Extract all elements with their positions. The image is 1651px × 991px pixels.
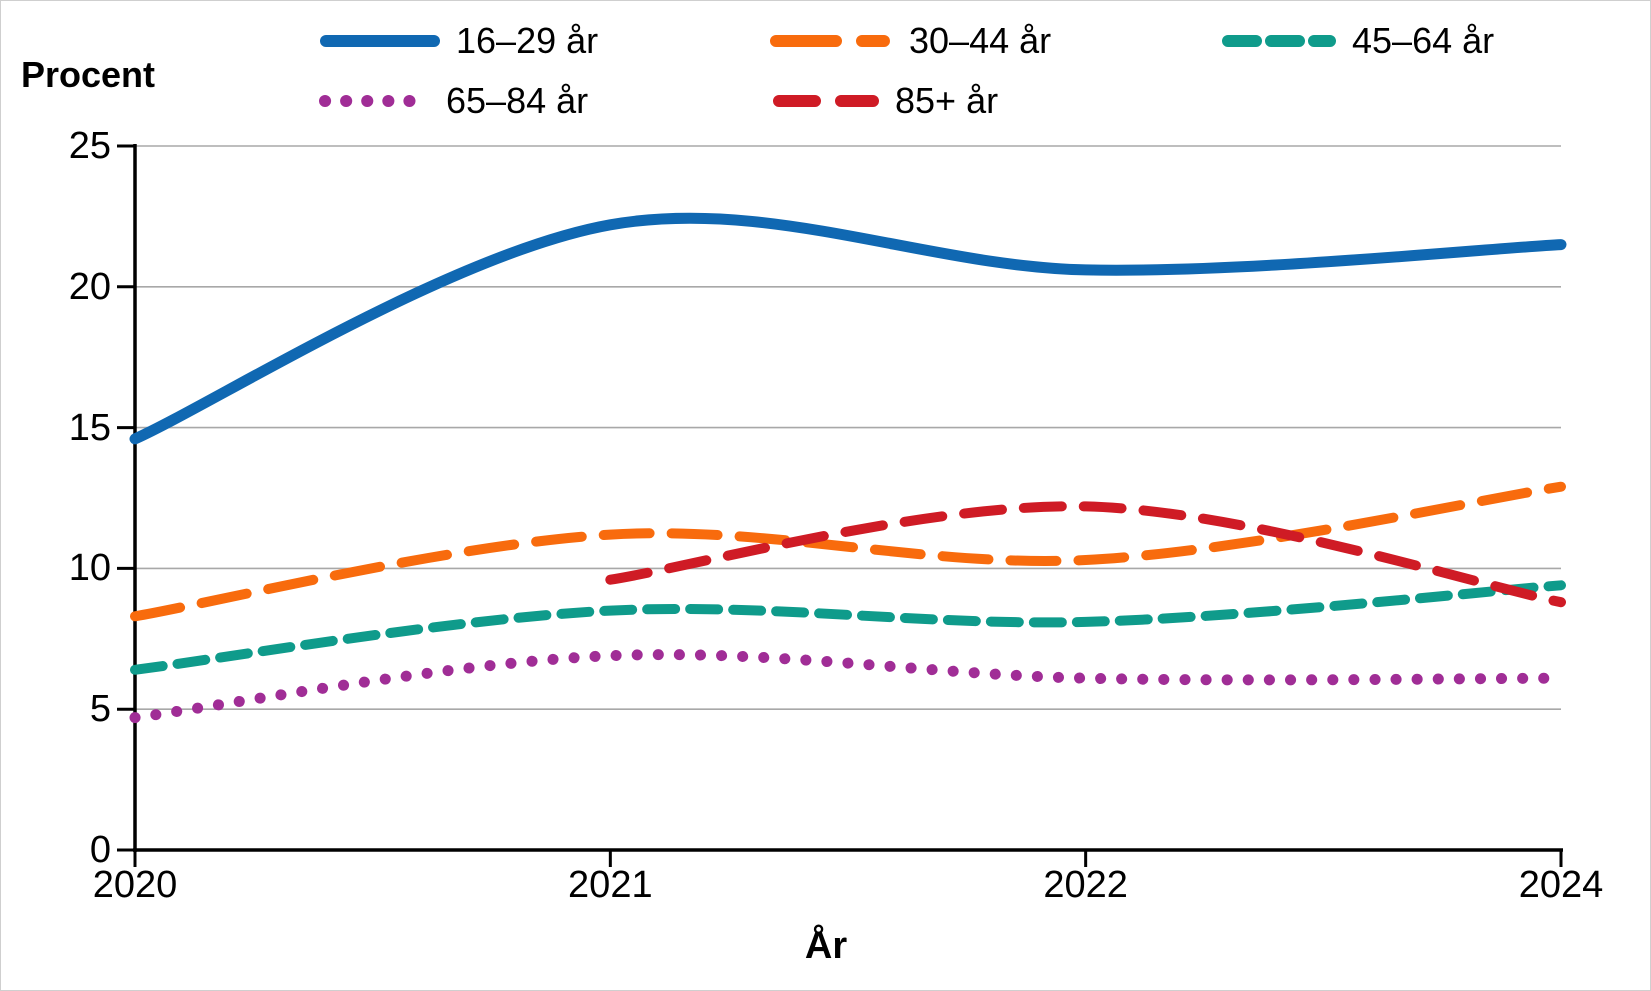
legend-label-3: 65–84 år [446,80,589,121]
legend-swatch-line-1 [770,35,893,47]
legend-item-3: 65–84 år [318,79,588,123]
legend-swatch-line-2 [1222,35,1336,47]
series-line-1 [130,481,1566,622]
legend-item-1: 30–44 år [769,19,1051,63]
y-axis-title: Procent [21,54,156,95]
y-tick-label-15: 15 [68,406,111,449]
x-axis-title: År [804,925,848,967]
y-tick-label-25: 25 [68,125,111,167]
legend-label-1: 30–44 år [909,20,1052,61]
x-tick-label-2024: 2024 [1518,864,1604,906]
series-line-0 [129,212,1567,445]
series-line-3 [129,649,1567,724]
x-tick-label-2022: 2022 [1043,864,1128,906]
y-tick-label-5: 5 [89,688,111,731]
legend-swatch-line-4 [773,95,879,107]
legend-item-0: 16–29 år [319,19,598,63]
legend-item-4: 85+ år [772,79,998,123]
x-tick-label-2021: 2021 [568,864,653,906]
series-line-2 [130,580,1566,675]
legend-label-4: 85+ år [895,80,999,121]
legend-item-2: 45–64 år [1221,19,1494,63]
y-tick-label-10: 10 [68,547,111,590]
legend-swatch-line-0 [320,35,440,47]
legend-swatch-line-3 [319,95,430,107]
y-tick-label-20: 20 [68,265,111,308]
y-tick-label-0: 0 [89,829,111,871]
legend-label-2: 45–64 år [1352,20,1495,61]
legend-label-0: 16–29 år [456,20,599,61]
series-line-4 [605,501,1566,608]
x-tick-label-2020: 2020 [92,864,178,906]
